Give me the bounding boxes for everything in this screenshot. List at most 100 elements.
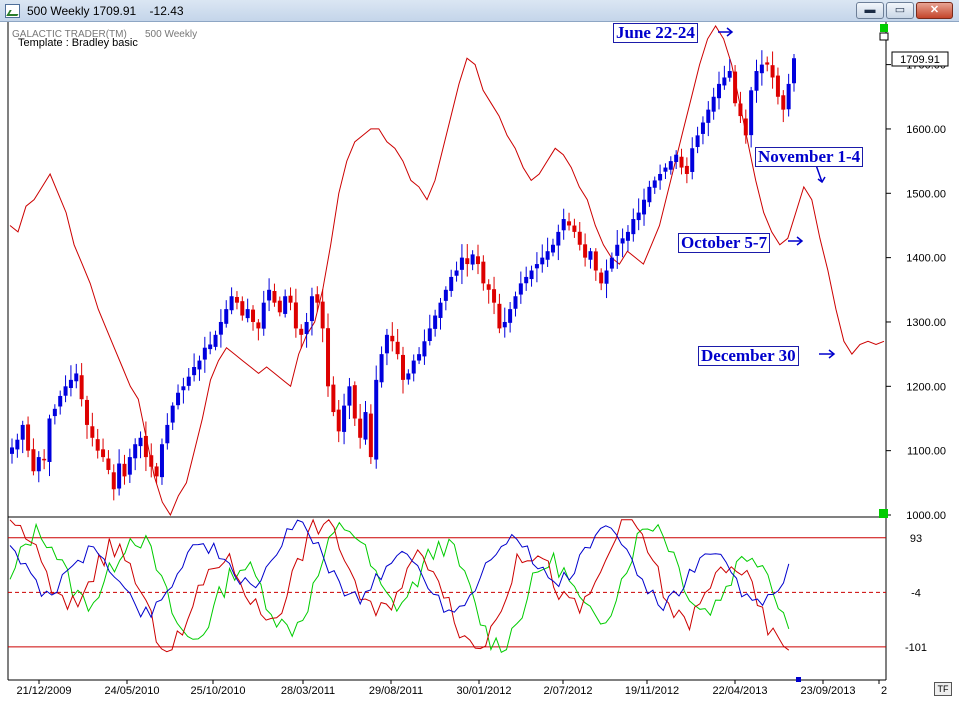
marker-bottom[interactable] <box>796 677 801 682</box>
time-tick-label-8: 22/04/2013 <box>712 685 767 697</box>
candle-body-2 <box>20 424 25 440</box>
candle-body-3 <box>26 424 31 451</box>
candle-body-122 <box>663 167 668 172</box>
price-tick-label-2: 1200.00 <box>906 381 946 393</box>
candle-body-120 <box>652 180 657 188</box>
candle-body-21 <box>122 463 127 477</box>
candle-body-60 <box>331 384 336 413</box>
candle-body-11 <box>68 379 73 389</box>
tf-button[interactable]: TF <box>934 682 952 696</box>
candle-body-19 <box>111 472 116 490</box>
candle-body-39 <box>218 321 223 335</box>
arrow-head-2 <box>796 236 804 246</box>
candle-body-63 <box>347 386 352 406</box>
candle-body-43 <box>240 301 245 316</box>
candle-body-45 <box>251 309 256 322</box>
arrow-head-3 <box>828 349 836 359</box>
candle-body-141 <box>765 62 770 65</box>
oscillator-axis: 93 -4 -101 <box>8 533 927 654</box>
osc-tick-label-2: -101 <box>905 642 927 654</box>
marker-top-box[interactable] <box>879 32 889 41</box>
candle-body-22 <box>127 457 132 475</box>
candle-body-128 <box>695 135 700 148</box>
candles-group <box>10 50 796 501</box>
candle-body-9 <box>58 395 63 407</box>
candle-body-70 <box>384 334 389 354</box>
candle-body-35 <box>197 360 202 370</box>
candle-body-57 <box>315 294 320 303</box>
close-button[interactable]: ✕ <box>916 2 953 19</box>
price-tick-label-6: 1600.00 <box>906 124 946 136</box>
candle-body-79 <box>433 315 438 329</box>
time-tick-label-7: 19/11/2012 <box>625 685 679 697</box>
maximize-button[interactable]: ▭ <box>886 2 914 19</box>
candle-body-96 <box>524 276 529 284</box>
candle-body-77 <box>422 341 427 357</box>
candle-body-72 <box>395 341 400 355</box>
candle-body-98 <box>534 264 539 269</box>
candle-body-99 <box>540 257 545 265</box>
marker-top[interactable] <box>880 24 888 32</box>
candle-body-104 <box>567 221 572 226</box>
candle-body-110 <box>599 272 604 284</box>
candle-body-55 <box>304 321 309 335</box>
candle-body-51 <box>283 296 288 314</box>
oscillator-line-1 <box>9 518 790 653</box>
candle-body-93 <box>508 309 513 323</box>
osc-tick-label-0: 93 <box>910 533 922 545</box>
candle-body-92 <box>502 321 507 328</box>
candle-body-27 <box>154 466 159 477</box>
candle-body-127 <box>690 148 695 172</box>
candle-body-144 <box>781 95 786 110</box>
candle-body-58 <box>320 301 325 329</box>
candle-body-42 <box>234 296 239 303</box>
candle-body-69 <box>379 354 384 383</box>
chart-app-icon[interactable] <box>5 4 20 18</box>
candle-body-103 <box>561 219 566 231</box>
price-tick-label-4: 1400.00 <box>906 253 946 265</box>
candle-body-52 <box>288 295 293 303</box>
candle-body-112 <box>609 257 614 269</box>
candle-body-101 <box>550 244 555 253</box>
candle-body-0 <box>10 447 14 454</box>
time-tick-label-9: 23/09/2013 <box>800 685 855 697</box>
candle-body-7 <box>47 418 52 462</box>
candle-body-109 <box>593 251 598 271</box>
brand-label: GALACTIC TRADER(TM) <box>12 29 127 40</box>
time-tick-label-6: 2/07/2012 <box>544 685 593 697</box>
candle-body-46 <box>256 322 261 329</box>
candle-body-44 <box>245 309 250 319</box>
candle-body-74 <box>406 373 411 380</box>
candle-body-106 <box>577 231 582 245</box>
marker-divider[interactable] <box>879 509 888 518</box>
time-tick-label-3: 28/03/2011 <box>281 685 335 697</box>
arrow-head-1 <box>817 176 826 184</box>
candle-body-12 <box>74 373 79 382</box>
candle-body-133 <box>722 77 727 86</box>
candle-body-132 <box>717 83 722 99</box>
price-chart[interactable]: GALACTIC TRADER(TM) 500 Weekly Template … <box>0 22 959 702</box>
candle-body-84 <box>459 257 464 270</box>
candle-body-124 <box>674 154 679 162</box>
title-bar: 500 Weekly 1709.91 -12.43 ▬ ▭ ✕ <box>0 0 959 22</box>
candle-body-86 <box>470 254 475 265</box>
candle-body-68 <box>374 379 379 460</box>
candle-body-36 <box>202 347 207 360</box>
time-tick-label-1: 24/05/2010 <box>104 685 159 697</box>
candle-body-31 <box>176 392 181 406</box>
candle-body-121 <box>658 173 663 181</box>
candle-body-116 <box>631 219 636 235</box>
candle-body-50 <box>277 300 282 313</box>
annotation-october: October 5-7 <box>678 233 771 253</box>
candle-body-75 <box>411 360 416 374</box>
current-price-box <box>891 51 949 67</box>
minimize-button[interactable]: ▬ <box>856 2 884 19</box>
candle-body-91 <box>497 303 502 329</box>
annotation-november: November 1-4 <box>755 147 864 167</box>
candle-body-15 <box>90 426 95 438</box>
candle-body-146 <box>792 58 796 84</box>
osc-tick-label-1: -4 <box>911 587 921 599</box>
candle-body-87 <box>475 256 480 265</box>
candle-body-125 <box>679 156 684 168</box>
candle-body-78 <box>427 328 432 342</box>
